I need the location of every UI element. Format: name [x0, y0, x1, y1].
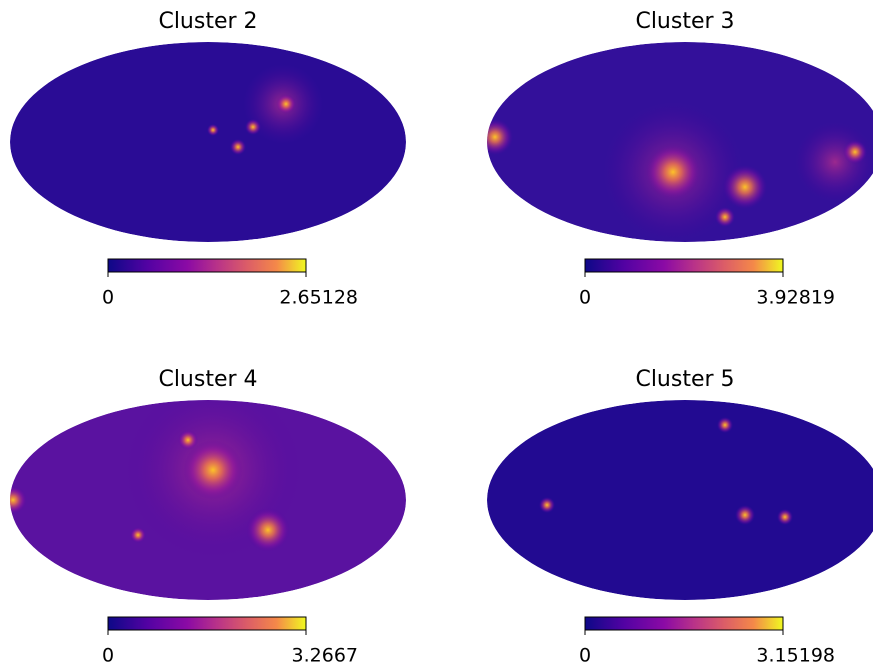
map-glow	[777, 509, 793, 525]
colorbar-tick-label: 0	[579, 287, 591, 309]
map-glow	[246, 508, 290, 552]
map-background	[10, 42, 406, 242]
colorbar-tick-label: 0	[102, 645, 114, 666]
map-glow	[230, 139, 246, 155]
map-title: Cluster 3	[635, 9, 734, 34]
map-glow	[723, 165, 767, 209]
colorbar	[585, 617, 783, 630]
colorbar-tick-label: 3.15198	[756, 645, 835, 666]
map-glow	[645, 144, 701, 200]
map-glow	[843, 140, 867, 164]
map-title: Cluster 5	[635, 367, 734, 392]
colorbar-tick-label: 0	[102, 287, 114, 309]
colorbar-tick-label: 3.92819	[756, 287, 835, 309]
colorbar	[108, 617, 306, 630]
map-glow	[130, 527, 146, 543]
sky-map	[0, 380, 406, 600]
sky-map	[487, 400, 873, 600]
map-title: Cluster 4	[158, 367, 257, 392]
colorbar-tick-label: 3.2667	[292, 645, 358, 666]
colorbar	[585, 259, 783, 272]
map-glow	[717, 417, 733, 433]
sky-map	[477, 42, 873, 242]
map-glow	[539, 497, 555, 513]
sky-map	[10, 42, 406, 242]
map-glow	[0, 486, 27, 514]
colorbar	[108, 259, 306, 272]
map-glow	[477, 119, 513, 155]
map-glow	[715, 207, 735, 227]
colorbar-tick-label: 0	[579, 645, 591, 666]
map-glow	[207, 124, 219, 136]
map-glow	[735, 505, 755, 525]
colorbar-tick-label: 2.65128	[279, 287, 358, 309]
map-glow	[178, 430, 198, 450]
map-title: Cluster 2	[158, 9, 257, 34]
map-glow	[245, 119, 261, 135]
figure: Cluster 2 0 2.65128 Cluster 3 0 3.92819 Cluste…	[0, 0, 873, 666]
map-glow	[276, 94, 296, 114]
